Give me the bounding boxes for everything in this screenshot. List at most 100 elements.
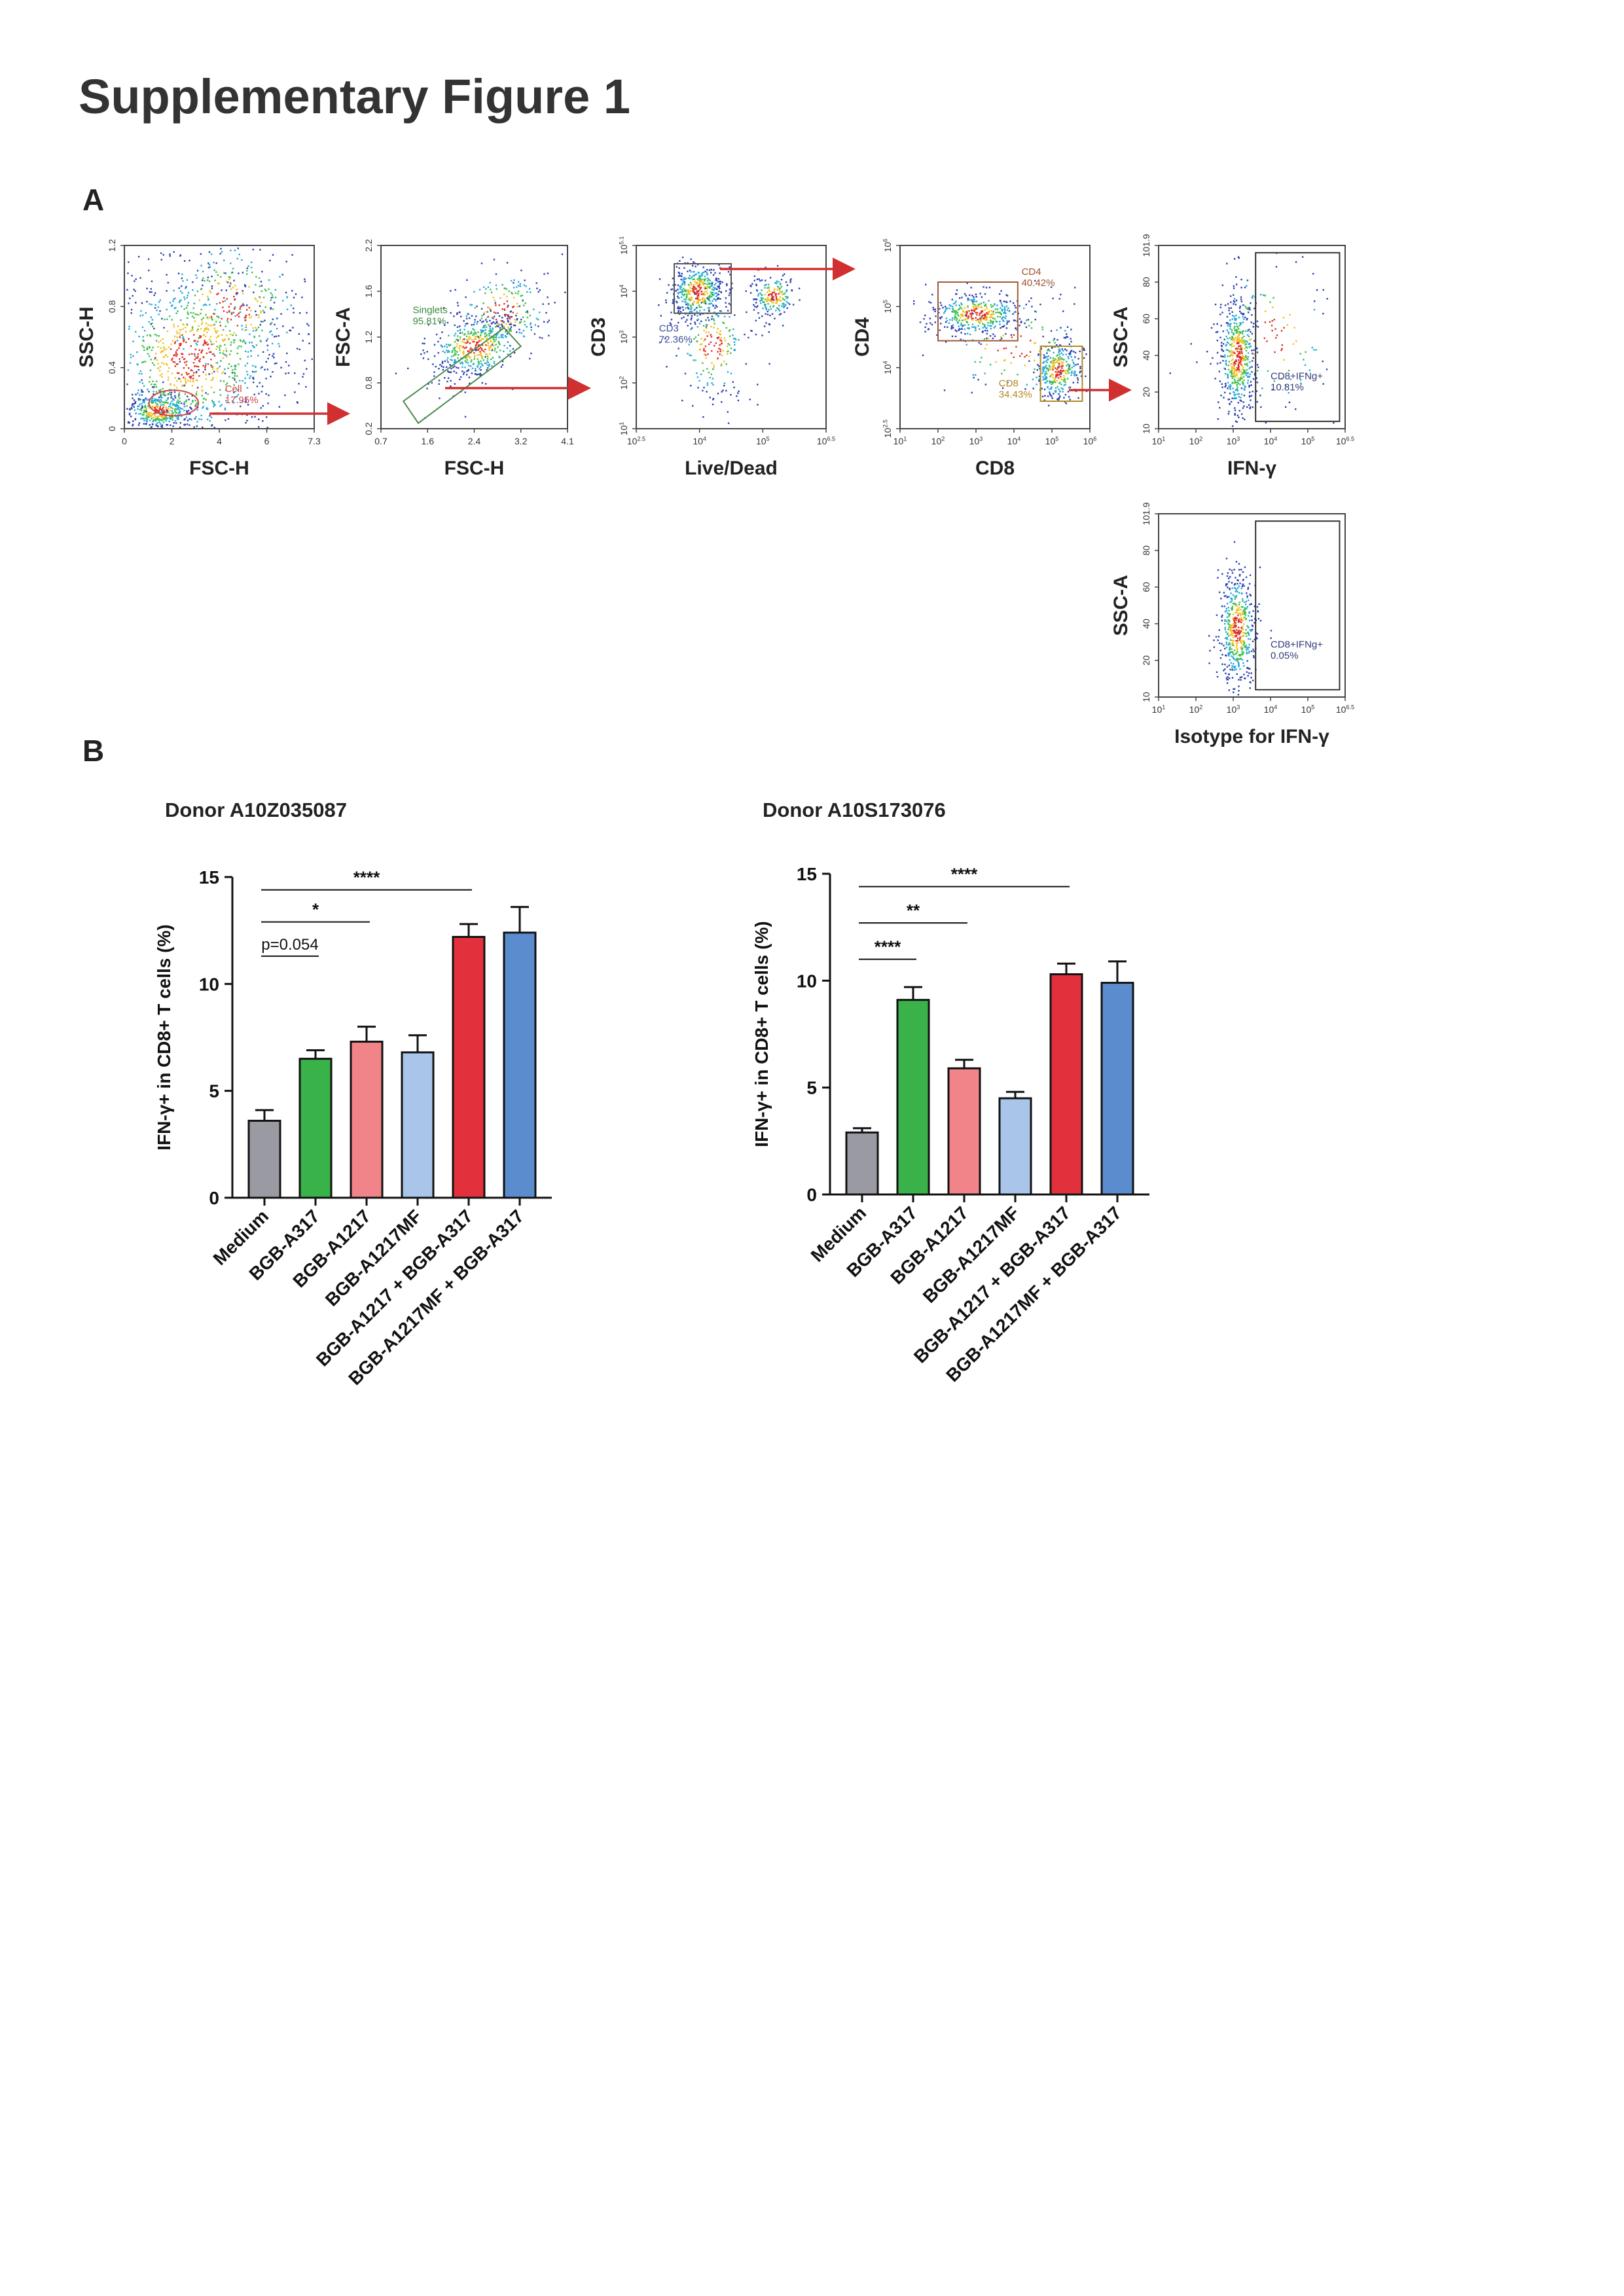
bar-5 — [452, 935, 486, 1199]
x-tick-label: 4.1 — [561, 436, 574, 446]
gate-outline — [674, 263, 732, 314]
flow-plot-5: CD8+IFNg+10.81% 101 102 103 104 105 106.5 10 20 4… — [1110, 234, 1354, 479]
y-tick-label: 0.2 — [363, 422, 374, 435]
y-tick-label: 101 — [618, 422, 629, 436]
panel-a-label: A — [82, 183, 105, 217]
y-tick-label: 80 — [1141, 545, 1151, 556]
y-tick-label: 5 — [806, 1078, 817, 1098]
x-tick-label: 103 — [969, 435, 983, 446]
y-tick-label: 80 — [1141, 277, 1151, 287]
x-tick-label: 106.5 — [1336, 435, 1354, 446]
bar-6 — [1100, 982, 1134, 1196]
x-tick-label: 104 — [693, 435, 706, 446]
y-tick-label: 60 — [1141, 314, 1151, 324]
x-axis-label: IFN-γ — [1227, 457, 1276, 479]
x-tick-label: 105 — [1301, 704, 1315, 715]
x-axis-label: Live/Dead — [685, 457, 778, 479]
y-tick-label: 103 — [618, 331, 629, 344]
bar-1 — [247, 1119, 281, 1199]
x-tick-label: 6 — [264, 436, 270, 446]
x-tick-label: 102 — [1189, 704, 1203, 715]
y-tick-label: 106 — [882, 239, 893, 253]
gate-name: CD8+IFNg+ — [1271, 370, 1323, 382]
x-tick-label: 106.5 — [1336, 704, 1354, 715]
x-tick-label: 106 — [1083, 435, 1097, 446]
bar-2 — [896, 999, 930, 1196]
x-axis-label: CD8 — [975, 457, 1015, 479]
x-tick-label: 0.7 — [374, 436, 388, 446]
bar-4 — [998, 1097, 1032, 1196]
y-axis-label: SSC-H — [76, 306, 98, 367]
y-tick-label: 20 — [1141, 655, 1151, 666]
y-tick-label: 15 — [797, 864, 817, 884]
y-tick-label: 0 — [209, 1188, 219, 1208]
bar-5 — [1049, 973, 1083, 1196]
gate-name: CD3 — [659, 323, 679, 334]
x-tick-label: 0 — [122, 436, 127, 446]
x-axis-label: Isotype for IFN-γ — [1174, 726, 1329, 747]
significance-label: p=0.054 — [261, 936, 318, 954]
y-tick-label: 40 — [1141, 619, 1151, 629]
y-tick-label: 102.5 — [882, 420, 893, 438]
flow-plot-events — [395, 253, 566, 419]
x-tick-label: 102 — [1189, 435, 1203, 446]
bar-6 — [503, 931, 537, 1199]
flow-plot-frame — [124, 245, 315, 429]
flow-plot-frame — [380, 245, 568, 429]
y-tick-label: 105.1 — [618, 236, 629, 255]
significance-label: ** — [907, 901, 920, 920]
y-axis-label: CD3 — [588, 317, 609, 357]
gate-percent: 72.36% — [659, 334, 693, 346]
x-tick-label: 101 — [1152, 435, 1166, 446]
y-tick-label: 0 — [806, 1185, 817, 1205]
x-tick-label: 103 — [1227, 704, 1240, 715]
y-tick-label: 60 — [1141, 582, 1151, 592]
y-tick-label: 104 — [882, 361, 893, 374]
x-tick-label: 1.6 — [422, 436, 435, 446]
x-tick-label: 105 — [1301, 435, 1315, 446]
y-tick-label: 20 — [1141, 387, 1151, 397]
gate-name: CD8+IFNg+ — [1271, 639, 1323, 650]
gate-outline — [1255, 252, 1341, 422]
flow-plot-events — [658, 257, 801, 424]
flow-plot-6: CD8+IFNg+0.05% 101 102 103 104 105 106.5 10 20 40… — [1110, 502, 1354, 747]
gate-name: CD4 — [1022, 266, 1041, 278]
significance-label: * — [312, 900, 319, 920]
bar-3 — [947, 1067, 981, 1196]
y-tick-label: 15 — [199, 867, 219, 888]
y-tick-label: 101.9 — [1141, 234, 1151, 257]
y-axis-label: IFN-γ+ in CD8+ T cells (%) — [154, 924, 174, 1150]
x-tick-label: 104 — [1264, 704, 1278, 715]
flow-plot-frame — [1158, 513, 1346, 698]
y-tick-label: 0.4 — [107, 361, 117, 374]
flow-plot-frame — [1158, 245, 1346, 429]
gate-name: Singlets — [412, 305, 447, 316]
gate-percent: 10.81% — [1271, 382, 1304, 393]
gate-outline — [937, 281, 1019, 342]
x-tick-label: 104 — [1264, 435, 1278, 446]
chart-1-title: Donor A10Z035087 — [165, 798, 347, 821]
x-axis-label: FSC-H — [189, 457, 249, 479]
figure-title: Supplementary Figure 1 — [79, 69, 630, 124]
x-tick-label: 102.5 — [627, 435, 645, 446]
x-tick-label: 3.2 — [514, 436, 528, 446]
gate-outline — [402, 327, 522, 425]
x-tick-label: 101 — [1152, 704, 1166, 715]
bar-1 — [845, 1131, 879, 1196]
y-tick-label: 10 — [199, 974, 219, 994]
significance-label: **** — [353, 868, 380, 888]
y-tick-label: 1.2 — [363, 331, 374, 344]
bar-3 — [350, 1041, 384, 1199]
y-axis-label: CD4 — [852, 317, 873, 357]
flow-plot-events — [912, 279, 1088, 406]
gate-percent: 95.81% — [412, 316, 446, 327]
y-tick-label: 10 — [1141, 692, 1151, 702]
y-axis-label: SSC-A — [1110, 306, 1132, 367]
panel-b-label: B — [82, 734, 105, 768]
y-axis-label: FSC-A — [333, 307, 354, 367]
